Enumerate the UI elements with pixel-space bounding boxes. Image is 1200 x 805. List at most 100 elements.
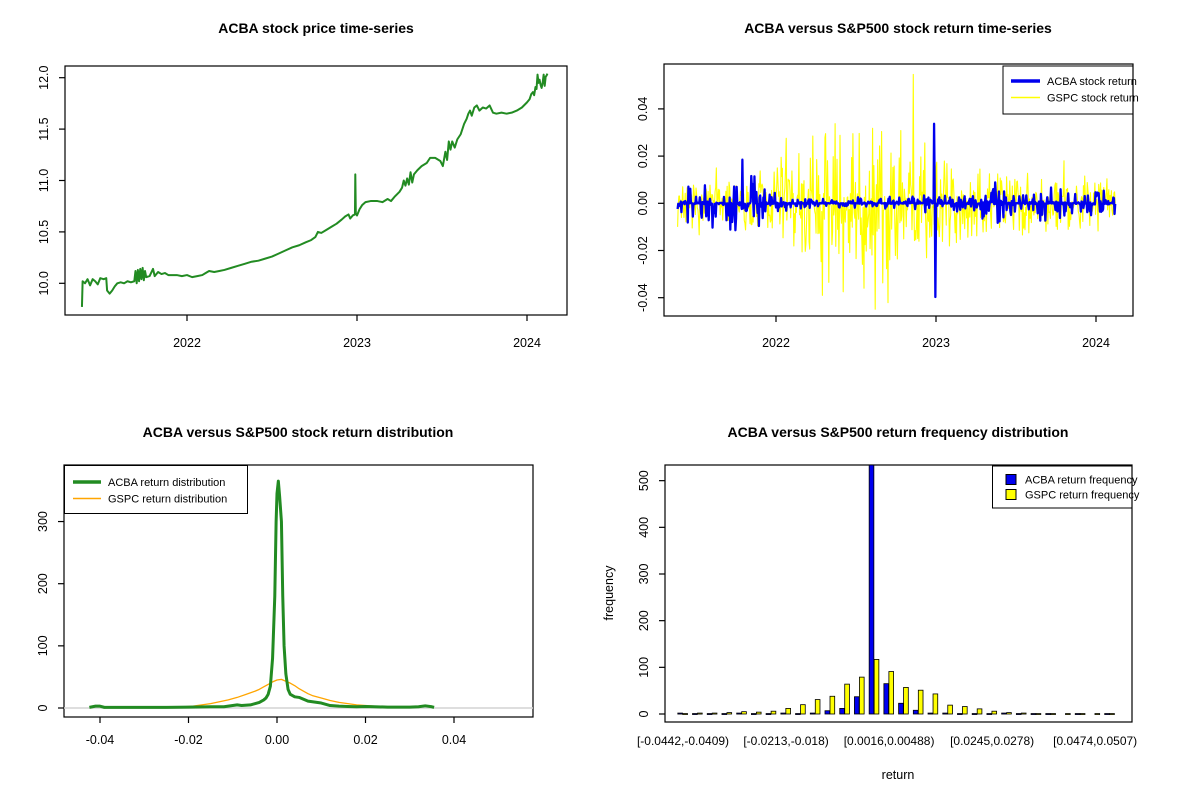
- legend-label: ACBA return distribution: [108, 477, 225, 489]
- gspc-frequency-bar: [844, 683, 850, 715]
- acba-frequency-bar: [1001, 712, 1007, 715]
- acba-frequency-bar: [927, 712, 934, 715]
- acba-frequency-bar: [1015, 713, 1022, 715]
- gspc-frequency-bar: [1094, 713, 1101, 715]
- y-tick-label: 0.00: [636, 191, 650, 215]
- gspc-frequency-bar: [829, 695, 836, 715]
- x-tick-label: 2023: [343, 336, 371, 350]
- acba-frequency-bar: [780, 712, 786, 715]
- acba-frequency-bar: [1045, 713, 1051, 715]
- legend-label: GSPC return distribution: [108, 494, 227, 506]
- bin-label: [0.0245,0.0278): [950, 734, 1034, 748]
- acba-stock-return-line: [676, 122, 1117, 299]
- x-tick-label: 2022: [762, 336, 790, 350]
- panel4-title: ACBA versus S&P500 return frequency dist…: [727, 424, 1068, 440]
- y-tick-label: 0.02: [636, 144, 650, 168]
- gspc-frequency-bar: [976, 708, 983, 715]
- gspc-frequency-bar: [741, 711, 747, 715]
- gspc-frequency-bar: [1050, 713, 1056, 715]
- legend-label: ACBA return frequency: [1025, 475, 1138, 487]
- acba-return-distribution-curve: [89, 479, 435, 709]
- gspc-frequency-bar: [682, 713, 688, 715]
- gspc-frequency-bar: [859, 676, 865, 715]
- gspc-frequency-bar: [932, 693, 939, 715]
- y-tick-label: -0.04: [636, 283, 650, 312]
- y-tick-label: 0.04: [636, 97, 650, 121]
- x-tick-label: -0.04: [86, 733, 115, 747]
- y-tick-label: 500: [637, 470, 651, 491]
- bin-label: [-0.0213,-0.018): [743, 734, 828, 748]
- panel3-title: ACBA versus S&P500 stock return distribu…: [143, 424, 454, 440]
- chart-layers: 2022 2023 2024 10.0 10.5 11.0 11.5 12.0 2022 2023…: [36, 63, 1137, 748]
- gspc-frequency-bar: [962, 706, 968, 715]
- x-tick-label: 2024: [513, 336, 541, 350]
- legend-swatch-acba-frequency: [1005, 474, 1017, 485]
- x-tick-label: 0.00: [265, 733, 289, 747]
- gspc-frequency-bar: [917, 689, 924, 715]
- y-tick-label: 200: [637, 610, 651, 631]
- panel1-title: ACBA stock price time-series: [218, 20, 414, 36]
- bin-label: [0.0016,0.00488): [844, 734, 935, 748]
- x-tick-label: 0.04: [442, 733, 466, 747]
- legend-box: [992, 465, 1133, 509]
- acba-frequency-bar: [912, 709, 919, 715]
- y-tick-label: 0: [36, 704, 50, 711]
- y-tick-label: 100: [637, 657, 651, 678]
- gspc-frequency-bar: [697, 712, 703, 715]
- acba-frequency-bar: [868, 465, 875, 715]
- gspc-frequency-bar: [1020, 712, 1027, 715]
- acba-price-line: [80, 73, 549, 307]
- legend-return-density: ACBA return distribution GSPC return dis…: [64, 465, 248, 514]
- gspc-frequency-bar: [800, 704, 806, 715]
- acba-frequency-bar: [898, 702, 904, 715]
- acba-frequency-bar: [1104, 713, 1110, 715]
- legend-label: GSPC return frequency: [1025, 490, 1140, 502]
- acba-frequency-bar: [971, 713, 978, 715]
- x-tick-label: 2024: [1082, 336, 1110, 350]
- acba-frequency-bar: [721, 713, 728, 715]
- legend-box: [1002, 65, 1134, 115]
- acba-frequency-bar: [765, 713, 772, 715]
- gspc-frequency-bar: [756, 711, 762, 715]
- acba-frequency-bar: [692, 713, 698, 715]
- gspc-frequency-bar: [726, 712, 733, 715]
- plot-box: [63, 464, 534, 718]
- legend-return-frequency: ACBA return frequency GSPC return freque…: [992, 465, 1140, 509]
- acba-frequency-bar: [854, 696, 860, 715]
- acba-frequency-bar: [751, 713, 757, 715]
- y-tick-label: 0: [637, 710, 651, 717]
- acba-frequency-bar: [795, 713, 801, 715]
- y-tick-label: -0.02: [636, 236, 650, 265]
- y-tick-label: 300: [36, 511, 50, 532]
- y-tick-label: 10.0: [37, 271, 51, 295]
- gspc-frequency-bar: [873, 659, 880, 715]
- bin-label: [0.0474,0.0507): [1053, 734, 1137, 748]
- plot-box: [664, 464, 1133, 723]
- gspc-frequency-bar: [814, 699, 821, 715]
- gspc-frequency-bar: [770, 710, 777, 715]
- x-tick-label: 0.02: [353, 733, 377, 747]
- acba-frequency-bar: [809, 712, 816, 715]
- acba-frequency-bar: [839, 708, 845, 715]
- acba-frequency-bar: [883, 683, 889, 715]
- acba-frequency-bar: [942, 712, 948, 715]
- legend-label: ACBA stock return: [1047, 76, 1137, 88]
- gspc-frequency-bar: [947, 704, 953, 715]
- gspc-frequency-bar: [991, 710, 998, 715]
- y-tick-label: 11.5: [37, 117, 51, 140]
- panel2-title: ACBA versus S&P500 stock return time-ser…: [744, 20, 1052, 36]
- y-tick-label: 12.0: [37, 65, 51, 89]
- plot-box: [663, 63, 1134, 317]
- y-tick-label: 300: [637, 564, 651, 585]
- gspc-frequency-bar: [785, 708, 791, 715]
- x-tick-label: 2023: [922, 336, 950, 350]
- y-tick-label: 100: [36, 635, 50, 656]
- gspc-frequency-bar: [1035, 713, 1042, 715]
- y-axis-title-frequency: frequency: [602, 565, 616, 621]
- acba-frequency-bar: [706, 713, 713, 715]
- gspc-frequency-bar: [903, 687, 909, 715]
- x-tick-label: -0.02: [174, 733, 203, 747]
- acba-frequency-bar: [986, 713, 993, 715]
- legend-swatch-gspc-frequency: [1005, 489, 1017, 500]
